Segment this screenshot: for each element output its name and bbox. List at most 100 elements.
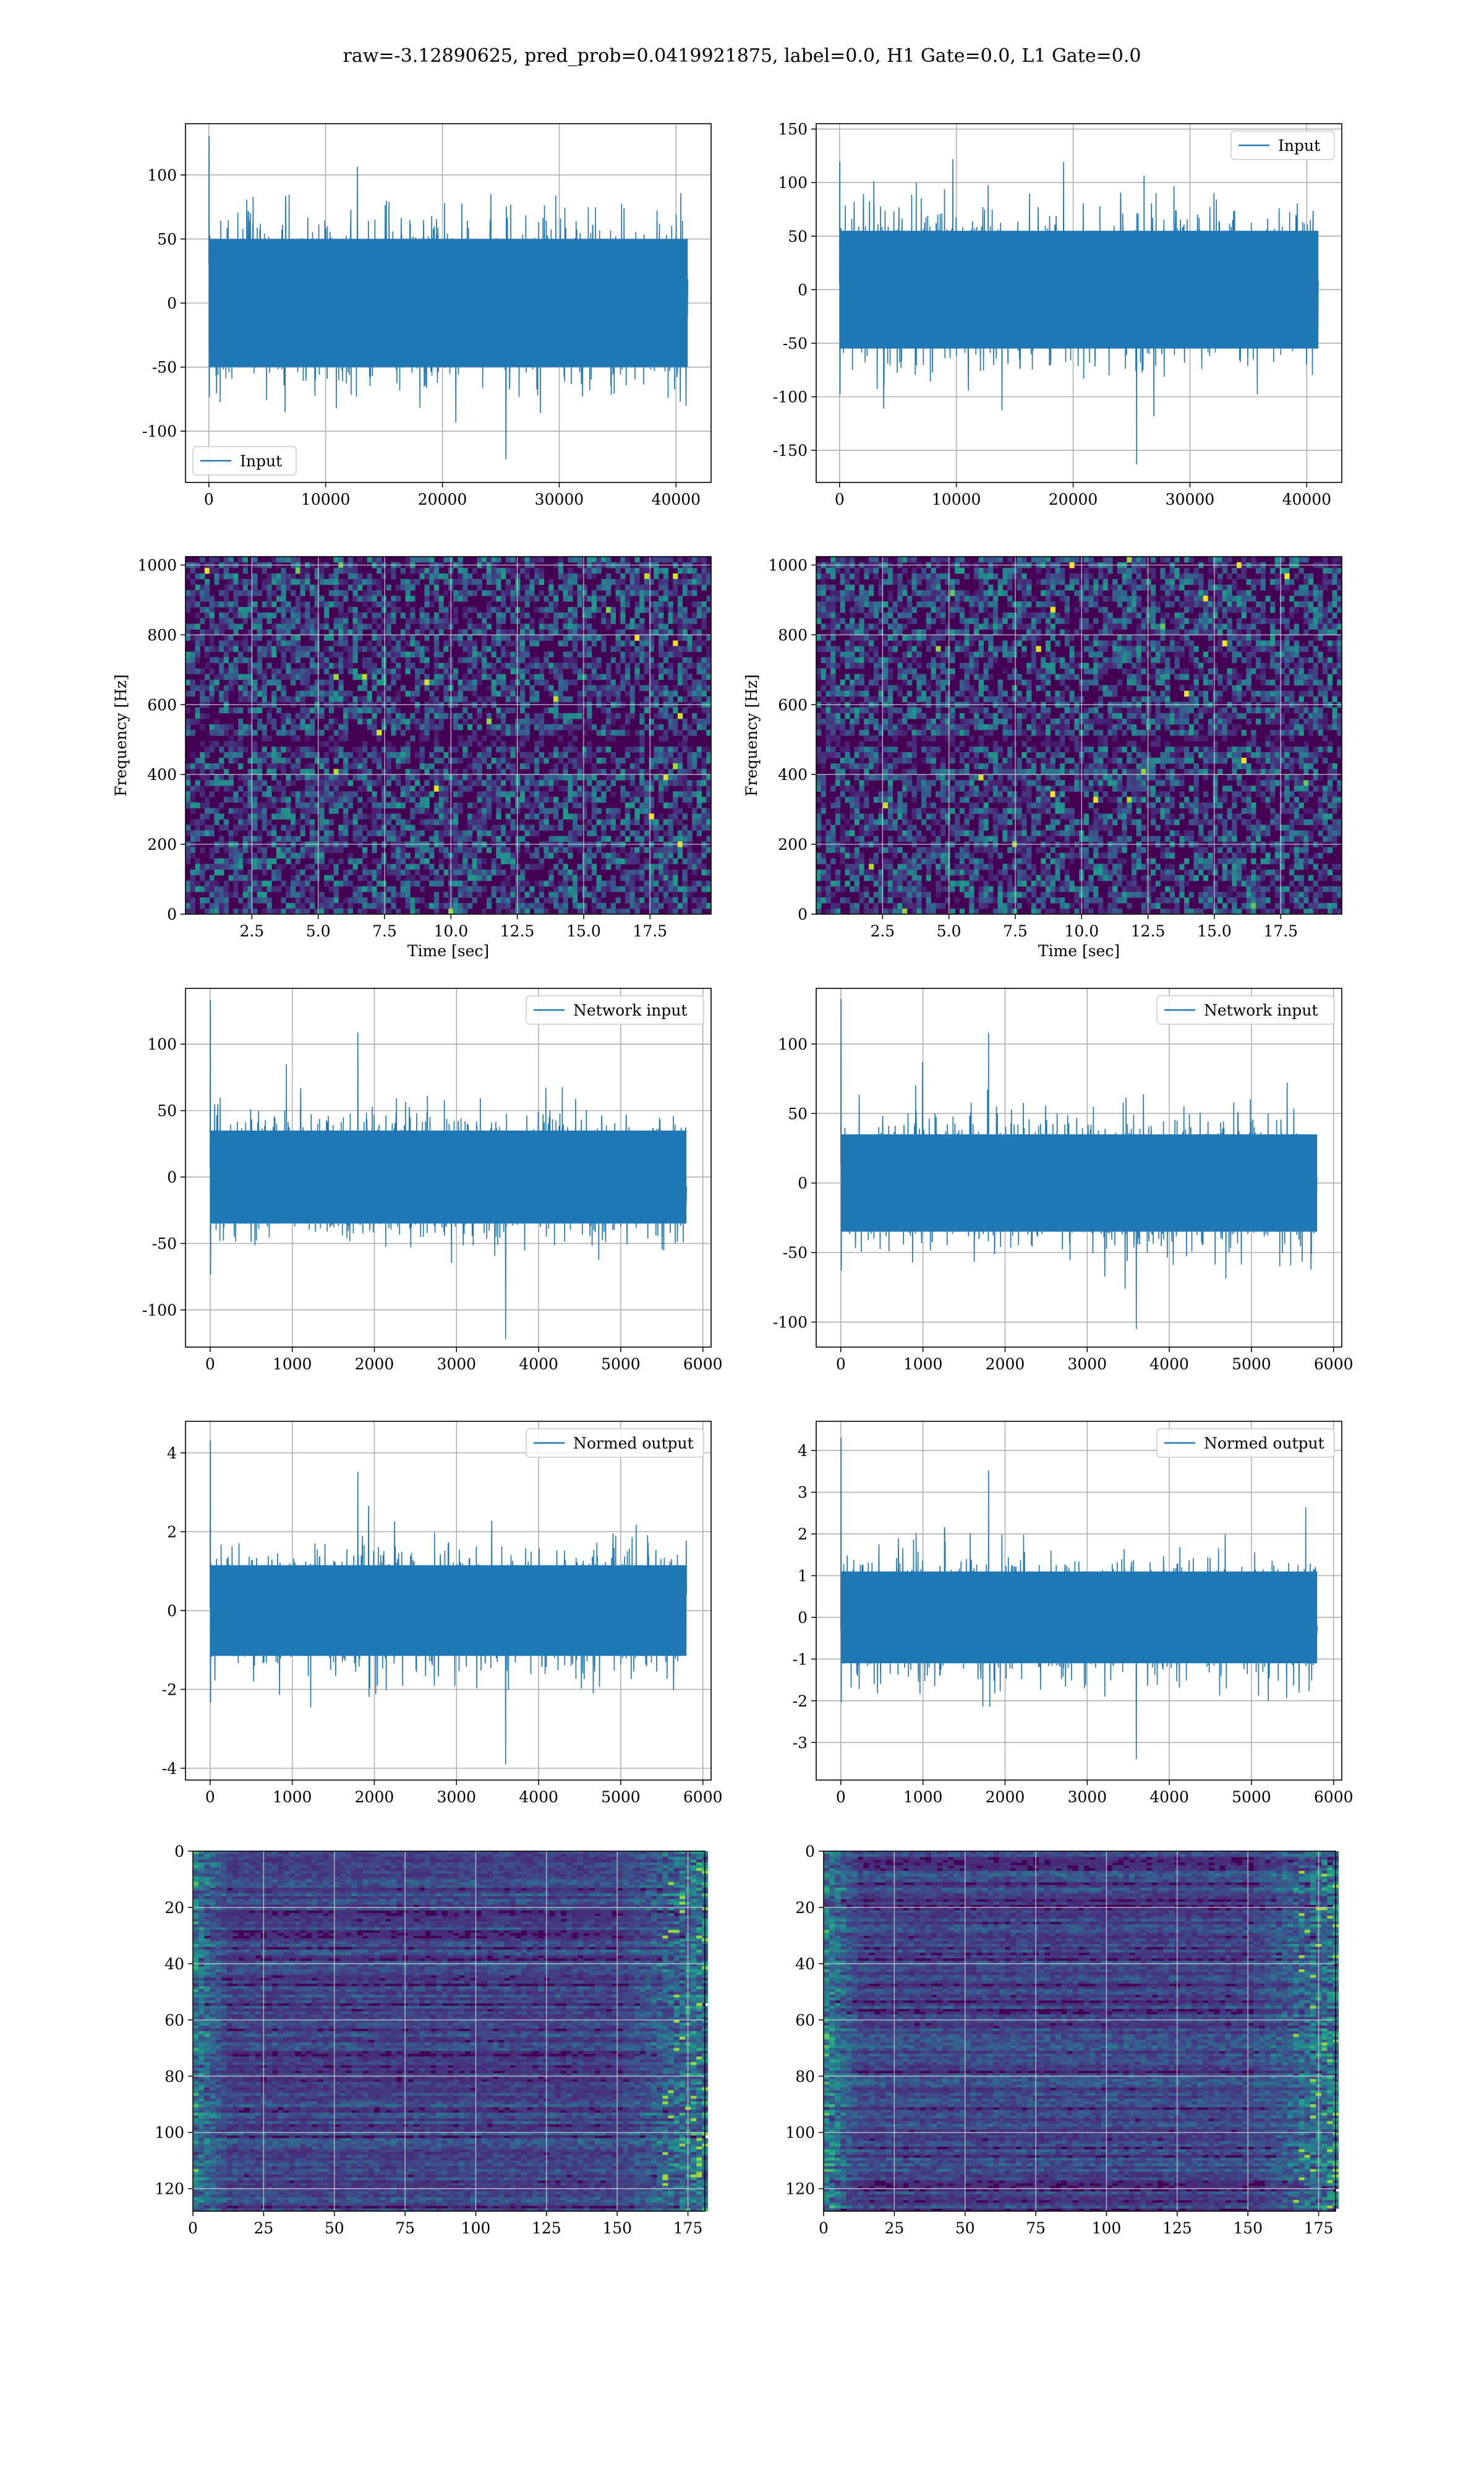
heat-cell — [252, 802, 257, 808]
heat-cell — [310, 825, 315, 831]
heat-cell — [310, 903, 315, 909]
heat-cell — [276, 696, 281, 703]
heat-cell — [233, 813, 238, 820]
heat-cell — [305, 579, 310, 585]
heat-cell — [210, 892, 215, 898]
heat-cell — [224, 623, 229, 630]
heat-cell — [310, 853, 315, 859]
heat-cell — [310, 763, 315, 769]
heat-cell — [276, 573, 281, 580]
heat-cell — [252, 909, 257, 915]
heat-cell — [296, 892, 301, 898]
heat-cell — [319, 836, 324, 842]
heat-cell — [195, 758, 200, 764]
heat-cell — [296, 797, 301, 803]
heat-cell — [281, 881, 286, 887]
heat-cell — [271, 774, 276, 781]
heat-cell — [186, 897, 190, 904]
heat-cell — [291, 646, 296, 653]
heat-cell — [205, 596, 210, 602]
heat-cell — [229, 557, 234, 563]
heat-cell — [271, 652, 276, 658]
heat-cell — [305, 881, 310, 887]
heat-cell — [262, 724, 267, 730]
heat-cell — [286, 674, 291, 680]
heat-cell — [296, 858, 301, 865]
heat-cell — [200, 584, 205, 591]
heat-cell — [296, 903, 301, 909]
heat-cell — [276, 808, 281, 814]
heat-cell — [243, 886, 248, 892]
heat-cell — [315, 601, 320, 607]
heat-cell — [219, 747, 224, 753]
heat-cell — [267, 680, 271, 686]
heat-cell — [296, 909, 301, 915]
heat-cell — [310, 646, 315, 653]
heat-cell — [305, 601, 310, 607]
heat-cell — [296, 836, 301, 842]
heat-cell — [252, 730, 257, 736]
heat-cell — [310, 590, 315, 596]
heat-cell — [334, 601, 339, 607]
heat-cell — [190, 652, 195, 658]
heat-cell — [186, 680, 190, 686]
heat-cell — [205, 629, 210, 635]
heat-cell — [310, 897, 315, 904]
heat-cell — [315, 802, 320, 808]
heat-cell — [324, 847, 329, 854]
heat-cell — [276, 870, 281, 876]
heat-cell — [267, 573, 271, 580]
heat-cell — [271, 836, 276, 842]
heat-cell — [262, 691, 267, 697]
heat-cell — [252, 825, 257, 831]
heat-cell — [186, 719, 190, 725]
heat-cell — [281, 785, 286, 792]
heat-cell — [224, 858, 229, 865]
heat-cell — [257, 769, 262, 775]
heat-cell — [210, 557, 215, 563]
heat-cell — [286, 909, 291, 915]
heat-cell — [210, 596, 215, 602]
heat-cell — [281, 646, 286, 653]
heat-cell — [324, 836, 329, 842]
heat-cell — [276, 747, 281, 753]
heat-cell — [271, 557, 276, 563]
heat-cell — [310, 730, 315, 736]
heat-cell — [186, 691, 190, 697]
heat-cell — [210, 808, 215, 814]
heat-cell — [301, 708, 305, 714]
heat-cell — [224, 641, 229, 647]
heat-cell — [190, 685, 195, 691]
heat-cell — [324, 881, 329, 887]
heat-cell — [195, 836, 200, 842]
heat-cell — [200, 791, 205, 797]
heat-cell — [301, 724, 305, 730]
heat-cell — [281, 724, 286, 730]
heat-cell — [276, 674, 281, 680]
heat-cell — [329, 573, 334, 580]
heat-cell — [319, 568, 324, 574]
heat-cell — [301, 853, 305, 859]
heat-cell — [301, 680, 305, 686]
heat-cell — [214, 568, 219, 574]
heat-cell — [301, 601, 305, 607]
heat-cell — [305, 724, 310, 730]
heat-cell — [195, 685, 200, 691]
heat-cell — [186, 663, 190, 669]
heat-cell — [257, 892, 262, 898]
heat-cell — [243, 875, 248, 881]
heat-cell — [310, 769, 315, 775]
heat-cell — [257, 897, 262, 904]
heat-cell — [281, 758, 286, 764]
heat-cell — [229, 663, 234, 669]
heat-cell — [324, 607, 329, 613]
heat-cell — [243, 825, 248, 831]
heat-cell — [219, 646, 224, 653]
heat-cell — [315, 669, 320, 675]
heat-cell — [310, 802, 315, 808]
heat-cell — [267, 897, 271, 904]
heat-cell — [186, 881, 190, 887]
heat-cell — [315, 870, 320, 876]
heat-cell — [210, 875, 215, 881]
heat-cell — [315, 629, 320, 635]
